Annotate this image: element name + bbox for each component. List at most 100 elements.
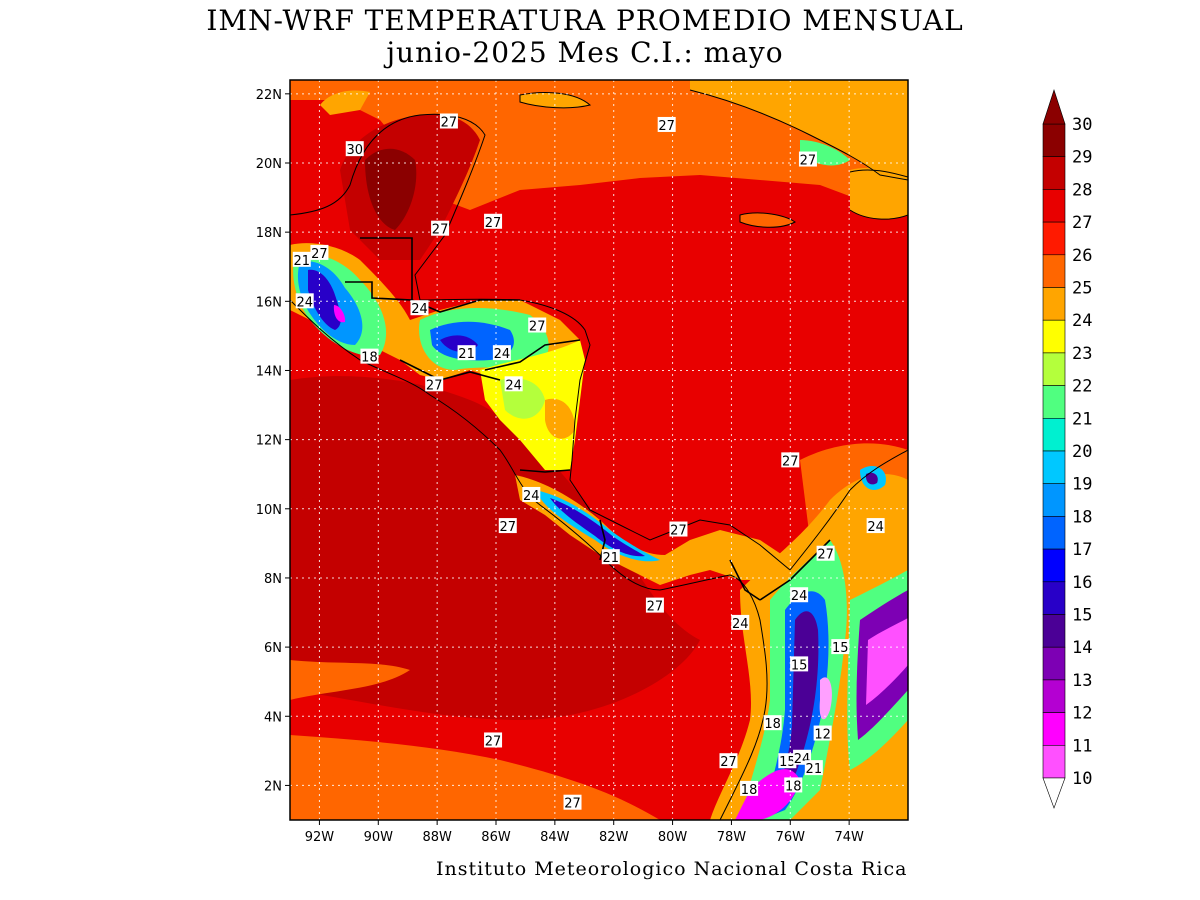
pacific-field-29 bbox=[290, 376, 700, 720]
contour-label-text: 18 bbox=[785, 779, 802, 794]
contour-label: 24 bbox=[731, 614, 750, 632]
contour-label-text: 30 bbox=[346, 143, 363, 158]
contour-label-text: 24 bbox=[296, 295, 313, 310]
lon-tick-label: 90W bbox=[364, 830, 394, 845]
grid-lines bbox=[290, 80, 908, 820]
colorbar-label: 29 bbox=[1072, 148, 1092, 168]
contour-label-text: 27 bbox=[658, 119, 675, 134]
contour-label: 27 bbox=[431, 220, 450, 238]
contour-label: 27 bbox=[563, 794, 582, 812]
costarica-panama-land bbox=[515, 475, 790, 585]
colorbar-bottom-arrow bbox=[1042, 777, 1066, 809]
colorbar-swatch bbox=[1042, 614, 1066, 648]
contour-label-box bbox=[292, 251, 311, 267]
contour-label: 24 bbox=[492, 345, 511, 362]
contour-label-box bbox=[719, 753, 738, 769]
colorbar-swatch bbox=[1042, 385, 1066, 419]
contour-label-text: 27 bbox=[499, 520, 516, 535]
contour-label-box bbox=[484, 732, 503, 748]
colorbar-swatch bbox=[1042, 744, 1066, 779]
colorbar-swatch bbox=[1042, 352, 1066, 386]
contour-label: 21 bbox=[292, 251, 311, 269]
contour-label-text: 27 bbox=[720, 755, 737, 770]
contour-label-text: 27 bbox=[426, 378, 443, 393]
contour-label: 27 bbox=[645, 597, 664, 615]
colorbar-label: 18 bbox=[1072, 507, 1092, 527]
colorbar-label: 11 bbox=[1072, 736, 1092, 756]
contour-label: 24 bbox=[790, 587, 809, 604]
colorbar-swatch bbox=[1042, 679, 1066, 713]
contour-label-box bbox=[601, 549, 620, 565]
contour-label: 18 bbox=[360, 348, 379, 366]
colorbar-label: 14 bbox=[1072, 638, 1092, 658]
lat-tick-label: 4N bbox=[264, 710, 282, 725]
colorbar-label: 16 bbox=[1072, 573, 1092, 593]
contour-label-text: 27 bbox=[564, 797, 581, 812]
contour-label-box bbox=[563, 794, 582, 810]
contour-label: 30 bbox=[345, 141, 364, 158]
contour-label-box bbox=[866, 518, 885, 534]
contour-label-text: 21 bbox=[293, 254, 310, 269]
colorbar-label: 25 bbox=[1072, 279, 1092, 299]
contour-label-text: 18 bbox=[764, 717, 781, 732]
contour-label-text: 27 bbox=[311, 247, 328, 262]
contour-label: 27 bbox=[669, 521, 688, 539]
colorbar-swatch bbox=[1042, 156, 1066, 190]
contour-label-box bbox=[763, 715, 782, 731]
lat-tick-label: 6N bbox=[264, 641, 282, 656]
latitude-axis: 22N 20N 18N 16N 14N 12N 10N 8N 6N 4N 2N bbox=[256, 88, 290, 794]
contour-label: 15 bbox=[831, 639, 850, 656]
contour-label-box bbox=[657, 116, 676, 132]
contour-label-text: 27 bbox=[782, 454, 799, 469]
lat-tick-label: 2N bbox=[264, 779, 282, 794]
colorbar-swatch bbox=[1042, 123, 1066, 158]
contour-label-text: 27 bbox=[647, 600, 664, 615]
contour-label-text: 24 bbox=[867, 520, 884, 535]
contour-label-text: 21 bbox=[458, 347, 475, 362]
colorbar-swatch bbox=[1042, 417, 1066, 452]
contour-label-box bbox=[498, 518, 517, 534]
contour-label: 18 bbox=[784, 777, 803, 794]
lat-tick-label: 22N bbox=[256, 88, 282, 103]
contour-label-box bbox=[504, 376, 523, 392]
contour-label-text: 15 bbox=[779, 755, 796, 770]
contour-label-box bbox=[816, 545, 835, 561]
colorbar-swatch bbox=[1042, 548, 1066, 583]
colorbar-swatch bbox=[1042, 483, 1066, 517]
colorbar-label: 26 bbox=[1072, 246, 1092, 266]
colorbar-label: 12 bbox=[1072, 704, 1092, 724]
colorbar-swatch bbox=[1042, 581, 1066, 615]
contour-label: 15 bbox=[790, 656, 809, 673]
contour-label: 27 bbox=[310, 244, 329, 262]
colorbar-label: 28 bbox=[1072, 180, 1092, 200]
contour-label-box bbox=[781, 452, 800, 468]
lat-tick-label: 20N bbox=[256, 157, 282, 172]
contour-label-text: 24 bbox=[791, 589, 808, 604]
contour-label: 27 bbox=[484, 213, 503, 231]
contour-label-box bbox=[731, 614, 750, 630]
contour-label-text: 27 bbox=[485, 734, 502, 749]
contour-label: 15 bbox=[778, 753, 797, 770]
longitude-axis: 92W 90W 88W 86W 84W 82W 80W 78W 76W 74W bbox=[305, 820, 864, 845]
contour-label-box bbox=[410, 300, 429, 316]
lon-tick-label: 80W bbox=[658, 830, 688, 845]
colorbar-label: 10 bbox=[1072, 769, 1092, 789]
contour-label-box bbox=[295, 293, 314, 309]
contour-label-text: 27 bbox=[670, 524, 687, 539]
lon-tick-label: 74W bbox=[834, 830, 864, 845]
contour-label-box bbox=[645, 597, 664, 613]
contour-label: 27 bbox=[719, 753, 738, 770]
contour-label-box bbox=[831, 639, 850, 655]
contour-label-text: 27 bbox=[529, 320, 546, 335]
contour-label: 18 bbox=[763, 715, 782, 732]
contour-label-text: 27 bbox=[800, 154, 817, 169]
contour-label-box bbox=[798, 151, 817, 167]
colorbar-label: 24 bbox=[1072, 311, 1092, 331]
contour-label: 27 bbox=[798, 151, 817, 169]
colorbar-label: 20 bbox=[1072, 442, 1092, 462]
lat-tick-label: 10N bbox=[256, 503, 282, 518]
lon-tick-label: 82W bbox=[599, 830, 629, 845]
contour-label: 27 bbox=[484, 732, 503, 749]
contour-label-box bbox=[790, 587, 809, 603]
